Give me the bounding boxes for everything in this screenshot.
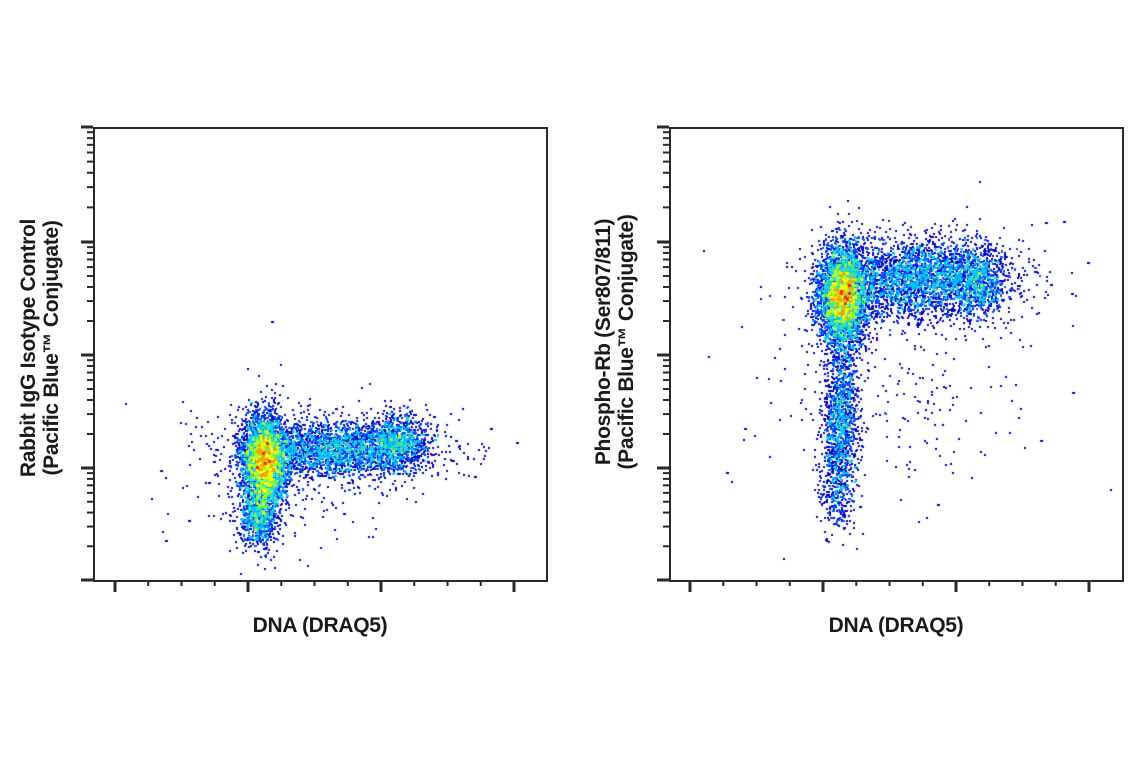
right-x-axis-label: DNA (DRAQ5)	[828, 614, 964, 637]
